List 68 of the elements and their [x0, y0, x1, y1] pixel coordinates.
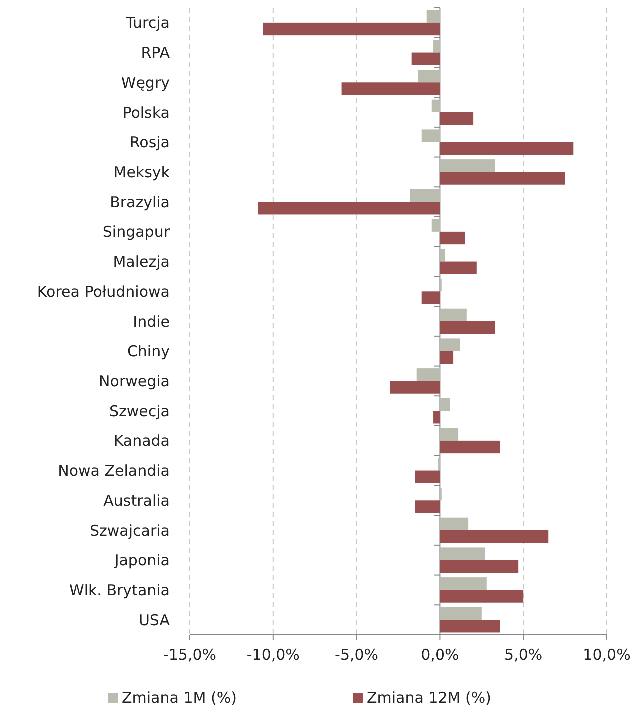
bar — [440, 620, 500, 633]
y-tick-label: Wlk. Brytania — [70, 581, 170, 600]
x-tick-label: 10,0% — [583, 646, 631, 664]
bar — [432, 219, 440, 232]
bar — [440, 607, 482, 620]
bar — [440, 232, 466, 245]
bar — [342, 82, 440, 96]
x-tick-label: 0,0% — [421, 646, 460, 664]
bar — [440, 351, 454, 364]
bar — [440, 548, 486, 560]
bar — [440, 308, 467, 322]
bar — [422, 292, 440, 304]
y-tick-label: Malezja — [113, 253, 170, 272]
y-tick-label: Polska — [122, 104, 170, 122]
bar — [440, 172, 566, 185]
bar — [410, 189, 440, 202]
legend-label: Zmiana 12M (%) — [367, 689, 492, 707]
y-tick-label: Szwajcaria — [90, 522, 170, 540]
y-tick-label: Indie — [133, 312, 170, 331]
bar — [440, 249, 446, 262]
bar — [440, 142, 574, 156]
y-tick-label: Korea Południowa — [37, 282, 170, 301]
y-tick-label: Kanada — [114, 432, 170, 450]
bar — [416, 368, 440, 382]
y-tick-label: Nowa Zelandia — [58, 462, 170, 480]
bar — [440, 590, 524, 603]
y-tick-label: Rosja — [130, 134, 170, 152]
x-tick-label: -10,0% — [246, 646, 300, 664]
bar — [412, 52, 440, 66]
bar — [440, 112, 474, 126]
y-tick-label: USA — [138, 611, 171, 630]
bar — [440, 160, 496, 172]
bar — [440, 440, 500, 454]
y-tick-label: Norwegia — [99, 372, 170, 390]
bar — [263, 22, 440, 36]
bar — [434, 411, 440, 424]
bar — [440, 578, 487, 590]
bar — [440, 398, 450, 412]
y-tick-label: Australia — [104, 492, 170, 510]
y-tick-label: Chiny — [127, 342, 170, 361]
bar — [422, 130, 440, 142]
y-tick-label: Węgry — [121, 74, 170, 92]
x-tick-label: -15,0% — [163, 646, 217, 664]
bar — [434, 40, 440, 53]
y-tick-label: Szwecja — [110, 402, 170, 420]
bar — [440, 322, 496, 334]
bar — [440, 428, 459, 441]
x-tick-label: 5,0% — [504, 646, 543, 664]
y-tick-label: Singapur — [102, 223, 171, 242]
bar — [390, 381, 440, 394]
y-tick-label: Meksyk — [114, 163, 170, 182]
bar — [440, 560, 519, 574]
bar — [426, 10, 440, 23]
bar — [415, 500, 440, 514]
legend-label: Zmiana 1M (%) — [122, 689, 237, 707]
bar — [258, 202, 440, 215]
y-tick-label: Brazylia — [110, 193, 170, 212]
bar — [415, 470, 440, 484]
bar — [432, 100, 440, 112]
y-tick-label: Japonia — [114, 552, 170, 570]
bar — [418, 70, 440, 83]
bar — [440, 530, 549, 544]
y-tick-label: RPA — [141, 44, 171, 62]
bar — [440, 262, 477, 274]
bar — [440, 518, 469, 530]
y-tick-label: Turcja — [125, 14, 170, 32]
x-tick-label: -5,0% — [335, 646, 379, 664]
bar — [440, 338, 460, 352]
